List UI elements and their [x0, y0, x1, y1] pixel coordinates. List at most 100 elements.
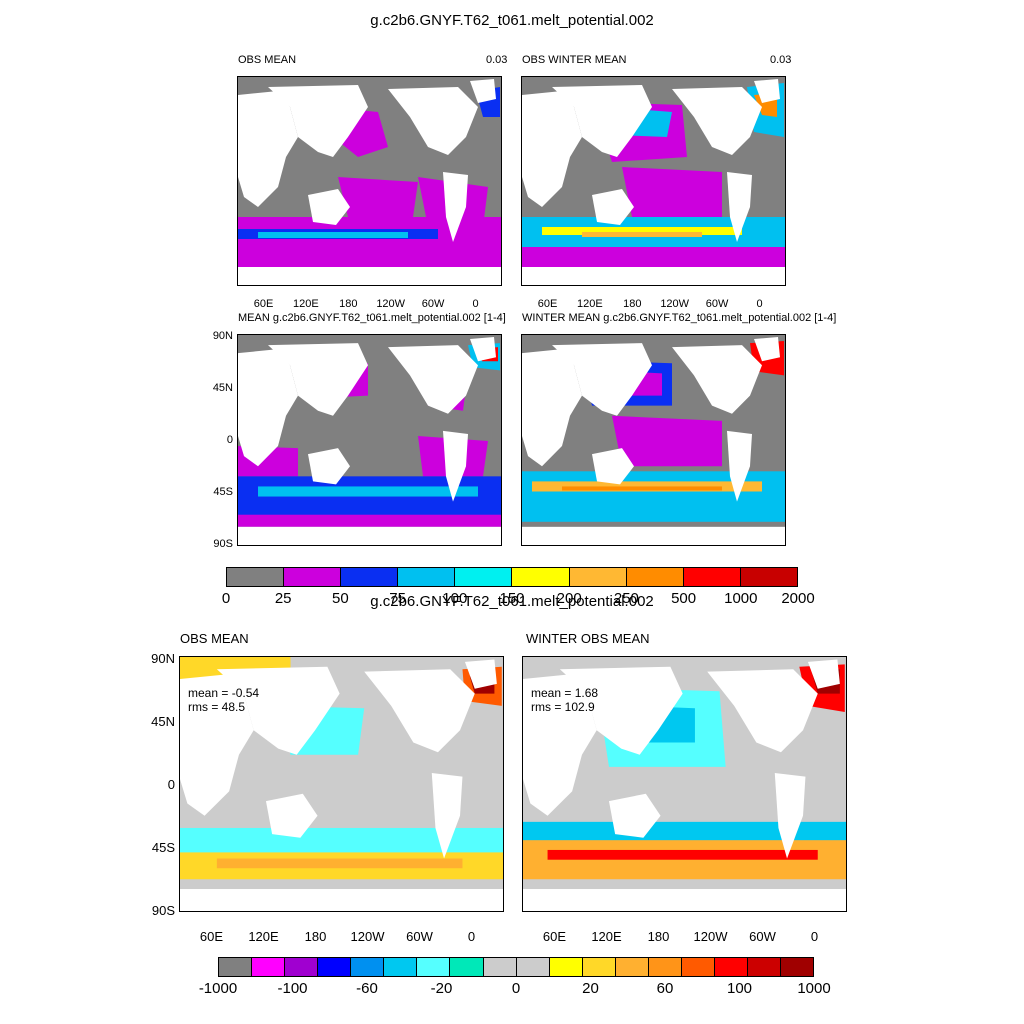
colorbar-swatch — [569, 568, 627, 586]
colorbar-swatch — [683, 568, 741, 586]
map-panel2-obs-mean — [179, 656, 504, 912]
lon-tick-label: 60E — [253, 298, 274, 310]
lon-tick-label: 0 — [467, 929, 476, 944]
lon-tick-label: 60W — [406, 929, 433, 944]
colorbar-label: -1000 — [198, 980, 238, 997]
colorbar-label: 1000 — [724, 590, 758, 607]
colorbar-swatch — [417, 958, 451, 976]
map-obs-winter-mean-svg — [522, 77, 785, 285]
lon-tick-label: 60W — [705, 298, 729, 310]
lon-tick-label: 0 — [472, 298, 479, 310]
lon-tick-label: 60E — [537, 298, 558, 310]
colorbar-label: 2000 — [781, 590, 815, 607]
lon-tick-label: 0 — [810, 929, 819, 944]
lon-tick-label: 120E — [248, 929, 279, 944]
map-obs-mean-svg — [238, 77, 501, 285]
lon-tick-label: 120W — [660, 298, 690, 310]
panel2-winter-rms: rms = 102.9 — [531, 700, 595, 714]
panel2-winter-mean: mean = 1.68 — [531, 686, 599, 700]
colorbar-label: 1000 — [797, 980, 831, 997]
figure2-title: g.c2b6.GNYF.T62_t061.melt_potential.002 — [370, 593, 654, 610]
panel-obs-mean-corner: 0.03 — [486, 54, 508, 66]
colorbar-label: 50 — [332, 590, 349, 607]
colorbar-label: 250 — [613, 590, 639, 607]
colorbar-label: 25 — [274, 590, 292, 607]
colorbar-swatch — [455, 568, 513, 586]
colorbar-label: 0 — [221, 590, 231, 607]
lon-tick-label: 180 — [647, 929, 670, 944]
map-panel-model-winter-mean — [521, 334, 786, 546]
panel-model-winter-mean-title: WINTER MEAN g.c2b6.GNYF.T62_t061.melt_po… — [522, 312, 837, 324]
lon-tick-label: 60E — [542, 929, 567, 944]
map-panel2-winter-obs-mean — [522, 656, 847, 912]
panel-obs-winter-mean-title: OBS WINTER MEAN — [522, 54, 627, 66]
colorbar-label: -20 — [430, 980, 453, 997]
figure1-title: g.c2b6.GNYF.T62_t061.melt_potential.002 — [370, 12, 654, 29]
colorbar-swatch — [284, 568, 342, 586]
map-model-mean-svg — [238, 335, 501, 545]
panel2-obs-mean-mean: mean = -0.54 — [188, 686, 260, 700]
colorbar-swatch — [341, 568, 399, 586]
colorbar-swatch — [285, 958, 319, 976]
lon-tick-label: 60E — [199, 929, 224, 944]
lat-tick-label: 0 — [226, 434, 233, 446]
lat-tick-label: 90S — [151, 903, 175, 918]
colorbar-swatch — [384, 958, 418, 976]
panel2-winter-obs-mean-title: WINTER OBS MEAN — [526, 631, 650, 646]
lon-tick-label: 120W — [693, 929, 728, 944]
colorbar-label: 500 — [671, 590, 697, 607]
colorbar-label: -100 — [277, 980, 308, 997]
map-panel-model-mean — [237, 334, 502, 546]
lat-tick-label: 90S — [213, 538, 233, 550]
map-model-winter-mean-svg — [522, 335, 785, 545]
colorbar-label: 100 — [726, 980, 753, 997]
colorbar-swatch — [740, 568, 797, 586]
lat-tick-label: 45S — [213, 486, 233, 498]
colorbar-label: 0 — [511, 980, 521, 997]
panel-obs-winter-mean-corner: 0.03 — [770, 54, 792, 66]
lon-tick-label: 60W — [749, 929, 776, 944]
panel2-obs-mean-title: OBS MEAN — [180, 631, 249, 646]
lon-tick-label: 120W — [376, 298, 406, 310]
colorbar-swatch — [252, 958, 286, 976]
colorbar-label: 150 — [499, 590, 525, 607]
lon-tick-label: 180 — [339, 298, 358, 310]
lon-tick-label: 120E — [591, 929, 622, 944]
lat-tick-label: 90N — [212, 330, 233, 342]
colorbar-swatch — [714, 958, 748, 976]
colorbar-swatch — [549, 958, 583, 976]
lat-tick-label: 45N — [212, 382, 233, 394]
lat-tick-label: 90N — [151, 651, 175, 666]
lon-tick-label: 120E — [577, 298, 603, 310]
panel-model-mean-title: MEAN g.c2b6.GNYF.T62_t061.melt_potential… — [238, 312, 506, 324]
panel-obs-mean-title: OBS MEAN — [238, 54, 297, 66]
colorbar-figure1 — [226, 567, 798, 587]
lon-tick-label: 120E — [293, 298, 319, 310]
colorbar-swatch — [516, 958, 550, 976]
lat-tick-label: 45S — [151, 840, 175, 855]
colorbar-swatch — [219, 958, 253, 976]
lat-tick-label: 45N — [151, 714, 175, 729]
colorbar-swatch — [748, 958, 782, 976]
colorbar-swatch — [318, 958, 352, 976]
colorbar-label: 60 — [656, 980, 674, 997]
colorbar-swatch — [626, 568, 684, 586]
panel2-obs-mean-rms: rms = 48.5 — [188, 700, 246, 714]
colorbar-swatch — [648, 958, 682, 976]
colorbar-swatch — [227, 568, 285, 586]
lon-tick-label: 60W — [421, 298, 445, 310]
colorbar-swatch — [450, 958, 484, 976]
colorbar-swatch — [615, 958, 649, 976]
colorbar-swatch — [512, 568, 570, 586]
lon-tick-label: 120W — [350, 929, 385, 944]
map-panel-obs-winter-mean — [521, 76, 786, 286]
colorbar-swatch — [681, 958, 715, 976]
colorbar-label: 20 — [582, 980, 599, 997]
colorbar-label: -60 — [356, 980, 378, 997]
colorbar-label: 75 — [389, 590, 406, 607]
lat-tick-label: 0 — [167, 777, 175, 792]
colorbar-swatch — [483, 958, 517, 976]
colorbar-label: 200 — [556, 590, 582, 607]
colorbar-label: 100 — [442, 590, 468, 607]
lon-tick-label: 0 — [756, 298, 763, 310]
